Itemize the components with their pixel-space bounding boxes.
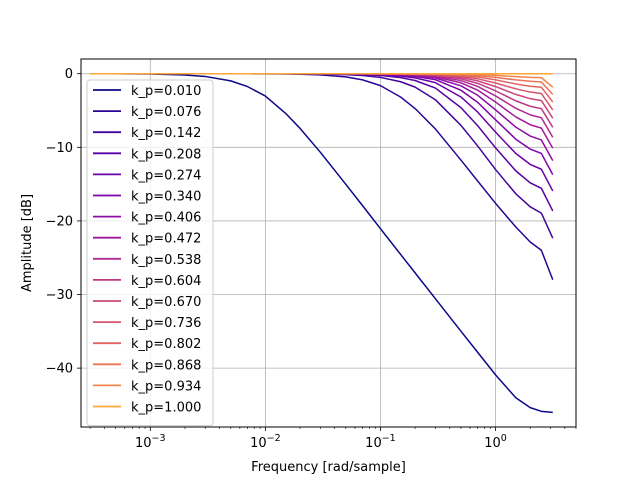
x-tick-label: 10−2 xyxy=(250,433,281,451)
legend-label: k_p=0.340 xyxy=(131,190,201,205)
legend-label: k_p=0.604 xyxy=(131,274,201,289)
legend-label: k_p=0.076 xyxy=(131,105,201,120)
y-axis-label: Amplitude [dB] xyxy=(20,194,35,292)
legend: k_p=0.010 k_p=0.076 k_p=0.142 k_p=0.208 k_p=… xyxy=(86,79,214,427)
legend-label: k_p=0.670 xyxy=(131,295,201,310)
legend-label: k_p=0.406 xyxy=(131,211,201,226)
legend-label: k_p=0.802 xyxy=(131,337,201,352)
legend-label: k_p=0.736 xyxy=(131,316,201,331)
legend-label: k_p=0.472 xyxy=(131,232,201,247)
y-tick-label: 0 xyxy=(65,67,73,82)
x-axis-label: Frequency [rad/sample] xyxy=(251,460,406,475)
plot-frame xyxy=(80,58,577,428)
x-tick-label: 10−1 xyxy=(365,433,396,451)
legend-label: k_p=0.868 xyxy=(131,358,201,373)
series-line-0 xyxy=(90,72,553,414)
x-tick-label: 10−3 xyxy=(135,433,166,451)
y-tick-label: −20 xyxy=(46,214,73,229)
legend-label: k_p=0.934 xyxy=(131,379,201,394)
legend-label: k_p=0.274 xyxy=(131,168,201,183)
series-lines xyxy=(90,72,554,414)
axis-ticks: 10−3 10−2 10−1 100 0 −10 −20 −30 −40 xyxy=(46,67,577,451)
legend-label: k_p=1.000 xyxy=(131,401,201,416)
x-tick-label: 100 xyxy=(484,433,507,451)
legend-label: k_p=0.208 xyxy=(131,147,201,162)
y-tick-label: −30 xyxy=(46,288,73,303)
legend-label: k_p=0.142 xyxy=(131,126,201,141)
legend-box xyxy=(86,79,214,427)
y-tick-label: −40 xyxy=(46,362,73,377)
y-tick-label: −10 xyxy=(46,141,73,156)
legend-label: k_p=0.538 xyxy=(131,253,201,268)
legend-label: k_p=0.010 xyxy=(131,84,201,99)
